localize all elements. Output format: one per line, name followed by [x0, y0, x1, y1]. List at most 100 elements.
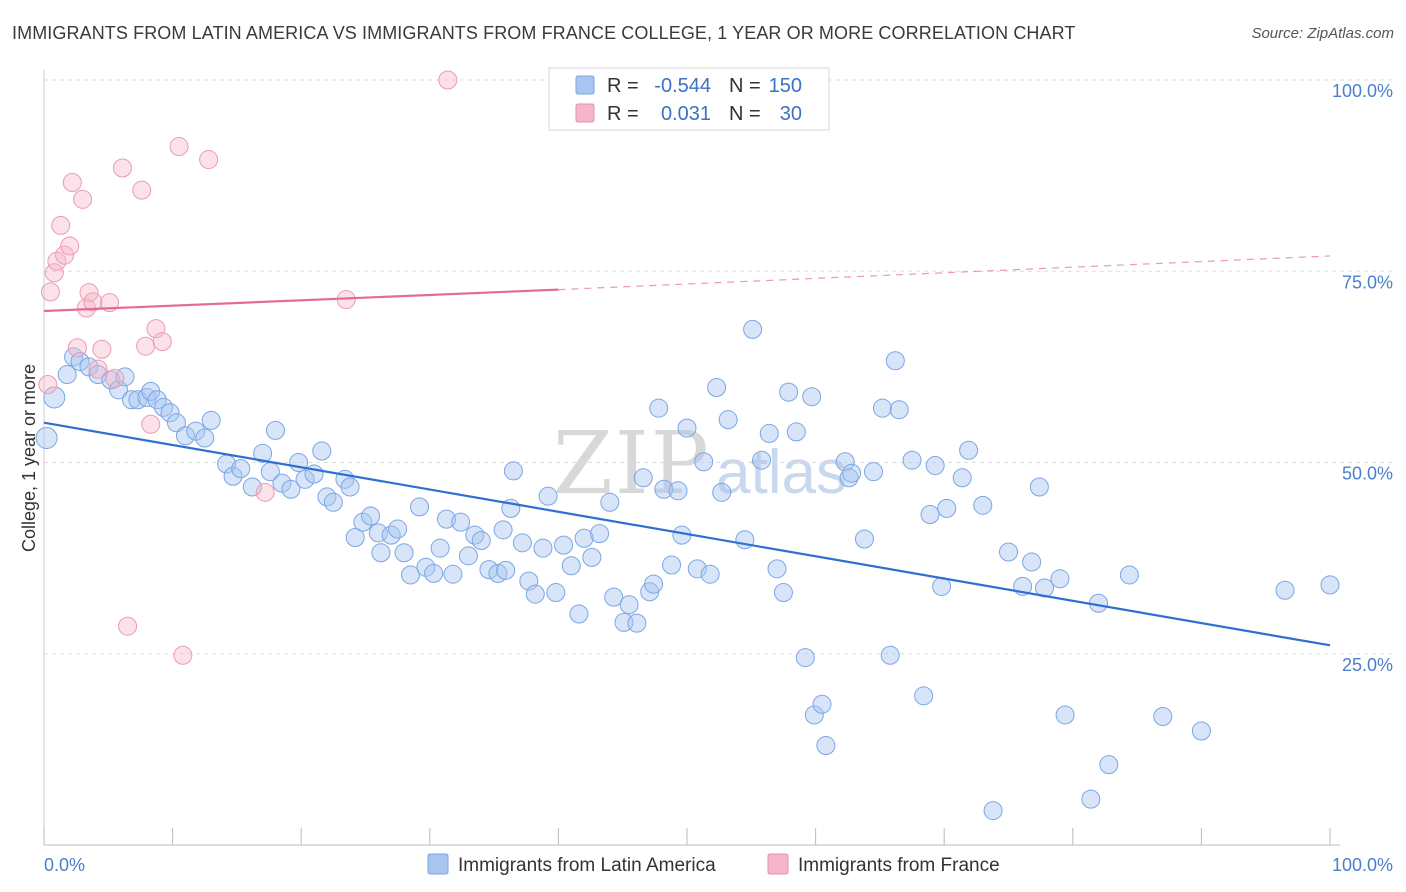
data-points [35, 70, 1340, 821]
y-tick-label-3: 100.0% [1332, 81, 1393, 101]
point-latin-america-103 [786, 422, 806, 442]
point-latin-america-9 [115, 367, 135, 387]
point-france-23 [152, 332, 172, 352]
trend-line-latin-america [43, 421, 1331, 647]
point-latin-america-104 [795, 648, 815, 668]
point-latin-america-119 [914, 686, 934, 706]
axes [43, 70, 1340, 846]
y-tick-label-1: 50.0% [1342, 464, 1393, 484]
point-latin-america-139 [1153, 706, 1173, 726]
y-tick-label-2: 75.0% [1342, 272, 1393, 292]
point-latin-america-50 [424, 563, 444, 583]
x-tick-label-1: 100.0% [1332, 855, 1393, 875]
point-latin-america-23 [223, 466, 243, 486]
point-latin-america-43 [371, 543, 391, 563]
point-latin-america-34 [312, 441, 332, 461]
point-latin-america-109 [835, 452, 855, 472]
point-latin-america-127 [983, 801, 1003, 821]
legend-n-label-2: N = [729, 103, 761, 125]
point-latin-america-0 [35, 427, 58, 450]
point-latin-america-14 [147, 390, 167, 410]
point-latin-america-89 [677, 418, 697, 438]
y-tick-label-0: 25.0% [1342, 655, 1393, 675]
point-latin-america-102 [779, 382, 799, 402]
point-latin-america-66 [525, 584, 545, 604]
point-france-12 [83, 292, 103, 312]
point-latin-america-83 [644, 574, 664, 594]
point-latin-america-93 [707, 378, 727, 398]
point-latin-america-28 [265, 420, 285, 440]
point-latin-america-45 [388, 519, 408, 539]
point-france-7 [62, 173, 82, 193]
point-latin-america-120 [920, 505, 940, 525]
point-latin-america-98 [752, 450, 772, 470]
chart-title: IMMIGRANTS FROM LATIN AMERICA VS IMMIGRA… [12, 23, 1076, 43]
point-france-27 [255, 482, 275, 502]
point-latin-america-70 [554, 535, 574, 555]
point-france-14 [92, 339, 112, 359]
point-latin-america-85 [654, 479, 674, 499]
point-latin-america-1 [43, 386, 66, 409]
point-latin-america-48 [410, 497, 430, 517]
point-latin-america-21 [201, 410, 221, 430]
point-france-25 [173, 645, 193, 665]
legend-n-value-1: 150 [769, 75, 802, 97]
point-latin-america-49 [416, 557, 436, 577]
point-france-17 [112, 158, 132, 178]
point-latin-america-106 [804, 705, 824, 725]
bottom-legend-swatch-france [767, 853, 789, 875]
watermark-zip: ZIP [553, 414, 711, 514]
trend-line-france-dashed [558, 255, 1331, 291]
point-latin-america-61 [496, 560, 516, 580]
point-latin-america-59 [488, 563, 508, 583]
point-latin-america-2 [57, 365, 77, 385]
point-latin-america-80 [627, 613, 647, 633]
legend-n-label-1: N = [729, 75, 761, 97]
point-france-29 [438, 70, 458, 90]
point-latin-america-30 [281, 479, 301, 499]
point-france-3 [47, 251, 67, 271]
point-latin-america-138 [1119, 565, 1139, 585]
point-latin-america-32 [295, 469, 315, 489]
point-latin-america-112 [854, 529, 874, 549]
point-latin-america-63 [503, 461, 523, 481]
point-latin-america-71 [561, 556, 581, 576]
bottom-legend-label-latin-america: Immigrants from Latin America [458, 855, 716, 876]
point-latin-america-130 [1022, 552, 1042, 572]
point-latin-america-95 [718, 410, 738, 430]
point-latin-america-52 [437, 509, 457, 529]
point-latin-america-54 [451, 512, 471, 532]
legend-box: R = -0.544 N = 150 R = 0.031 N = 30 [548, 67, 830, 131]
point-latin-america-134 [1055, 705, 1075, 725]
point-latin-america-99 [759, 423, 779, 443]
point-latin-america-26 [253, 443, 273, 463]
legend-r-value-2: 0.031 [661, 103, 711, 125]
point-latin-america-111 [842, 463, 862, 483]
point-france-24 [169, 137, 189, 157]
point-latin-america-40 [353, 512, 373, 532]
point-latin-america-10 [121, 390, 141, 410]
point-latin-america-67 [533, 538, 553, 558]
point-latin-america-46 [394, 543, 414, 563]
point-latin-america-75 [590, 524, 610, 544]
point-latin-america-115 [880, 645, 900, 665]
watermark-atlas: atlas [716, 438, 847, 507]
point-latin-america-117 [889, 400, 909, 420]
point-latin-america-126 [973, 495, 993, 515]
point-latin-america-64 [512, 533, 532, 553]
point-latin-america-60 [493, 520, 513, 540]
legend-n-value-2: 30 [780, 103, 802, 125]
point-france-2 [44, 263, 64, 283]
point-latin-america-118 [902, 450, 922, 470]
bottom-legend-swatch-latin-america [427, 853, 449, 875]
point-latin-america-38 [340, 477, 360, 497]
point-france-11 [79, 283, 99, 303]
point-latin-america-69 [546, 583, 566, 603]
point-latin-america-121 [925, 456, 945, 476]
point-latin-america-73 [574, 528, 594, 548]
point-latin-america-81 [633, 468, 653, 488]
point-latin-america-114 [872, 398, 892, 418]
point-latin-america-137 [1099, 755, 1119, 775]
point-latin-america-86 [662, 555, 682, 575]
